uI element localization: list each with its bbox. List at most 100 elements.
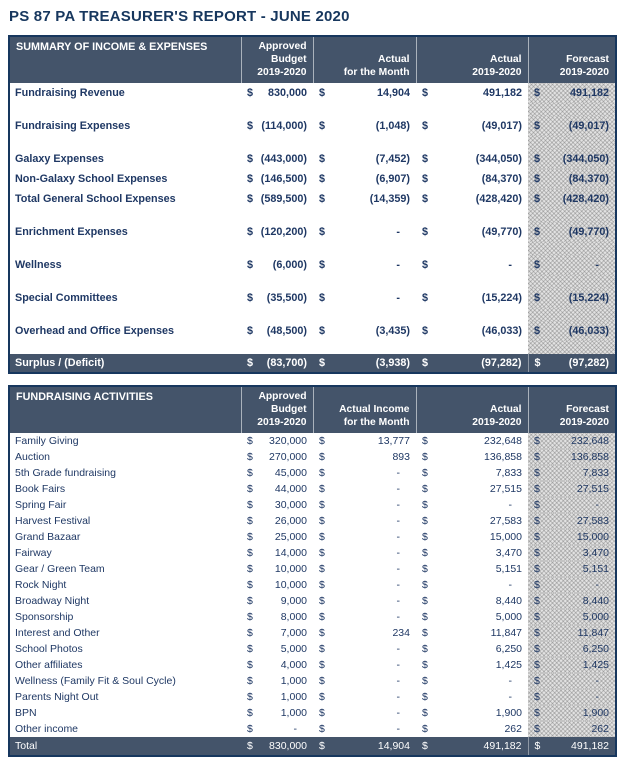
- currency-symbol: $: [319, 595, 325, 607]
- forecast-cell: $15,000: [528, 529, 616, 545]
- currency-symbol: $: [422, 579, 428, 591]
- row-label: Enrichment Expenses: [15, 226, 128, 238]
- cell-value: 491,182: [571, 740, 609, 752]
- cell-value: 13,777: [377, 435, 410, 447]
- table-row: Total General School Expenses $ (589,500) $…: [9, 189, 616, 209]
- value-cell: $ -: [313, 689, 416, 705]
- column-header-line: Actual: [378, 54, 410, 65]
- cell-value: 136,858: [571, 451, 609, 463]
- spacer-row: [9, 136, 616, 149]
- cell-value: (84,370): [481, 173, 522, 185]
- table-row: BPN $1,000 $ - $1,900 $1,900: [9, 705, 616, 721]
- cell-value: -: [396, 691, 401, 703]
- row-label: Rock Night: [15, 579, 67, 591]
- forecast-cell: $ (15,224): [528, 288, 616, 308]
- value-cell: $27,515: [416, 481, 528, 497]
- forecast-spacer: [528, 103, 616, 116]
- column-header-line: Budget: [271, 404, 307, 415]
- currency-symbol: $: [422, 547, 428, 559]
- value-cell: $ -: [313, 497, 416, 513]
- report-table: FUNDRAISING ACTIVITIES Approved Budget 2019…: [8, 385, 617, 757]
- cell-value: (1,048): [375, 120, 410, 132]
- cell-value: (48,500): [266, 325, 307, 337]
- table-title: FUNDRAISING ACTIVITIES: [9, 386, 241, 433]
- currency-symbol: $: [319, 723, 325, 735]
- row-label: Grand Bazaar: [15, 531, 81, 543]
- column-header-line: 2019-2020: [257, 417, 307, 428]
- value-cell: $14,000: [241, 545, 313, 561]
- forecast-cell: $ (97,282): [527, 354, 616, 373]
- table-row: Fundraising Revenue $830,000 $14,904 $491,1…: [9, 83, 616, 103]
- cell-value: 262: [591, 723, 609, 735]
- currency-symbol: $: [422, 627, 428, 639]
- currency-symbol: $: [534, 357, 541, 369]
- currency-symbol: $: [422, 531, 428, 543]
- cell-value: 7,833: [495, 467, 522, 479]
- currency-symbol: $: [247, 691, 253, 703]
- cell-value: 27,583: [489, 515, 522, 527]
- forecast-spacer: [528, 209, 616, 222]
- cell-value: 136,858: [484, 451, 522, 463]
- value-cell: $14,904: [313, 83, 416, 103]
- cell-value: (15,224): [481, 292, 522, 304]
- value-cell: $4,000: [241, 657, 313, 673]
- cell-value: -: [508, 579, 513, 591]
- cell-value: (3,938): [375, 357, 410, 369]
- cell-value: 491,182: [482, 87, 522, 99]
- currency-symbol: $: [319, 675, 325, 687]
- cell-value: (7,452): [375, 153, 410, 165]
- cell-value: (46,033): [481, 325, 522, 337]
- forecast-cell: $491,182: [527, 737, 616, 756]
- cell-value: -: [396, 563, 401, 575]
- value-cell: $ -: [313, 465, 416, 481]
- column-header: Approved Budget 2019-2020: [240, 36, 313, 83]
- currency-symbol: $: [319, 611, 325, 623]
- currency-symbol: $: [319, 292, 326, 304]
- currency-symbol: $: [534, 292, 541, 304]
- value-cell: $26,000: [241, 513, 313, 529]
- value-cell: $ -: [313, 561, 416, 577]
- forecast-cell: $ (344,050): [528, 149, 616, 169]
- currency-symbol: $: [247, 467, 253, 479]
- cell-value: 3,470: [495, 547, 522, 559]
- column-header-line: Budget: [271, 54, 307, 65]
- currency-symbol: $: [422, 87, 429, 99]
- currency-symbol: $: [534, 740, 541, 752]
- cell-value: 491,182: [483, 740, 522, 752]
- cell-value: -: [595, 259, 599, 271]
- cell-value: 14,000: [274, 547, 307, 559]
- value-cell: $ (146,500): [241, 169, 313, 189]
- currency-symbol: $: [534, 435, 540, 447]
- currency-symbol: $: [319, 547, 325, 559]
- currency-symbol: $: [247, 707, 253, 719]
- currency-symbol: $: [247, 499, 253, 511]
- value-cell: $ (15,224): [416, 288, 528, 308]
- currency-symbol: $: [422, 226, 429, 238]
- cell-value: 1,900: [582, 707, 609, 719]
- currency-symbol: $: [534, 611, 540, 623]
- row-label: Non-Galaxy School Expenses: [15, 173, 168, 185]
- row-label: Other affiliates: [15, 659, 83, 671]
- currency-symbol: $: [534, 120, 541, 132]
- currency-symbol: $: [319, 483, 325, 495]
- currency-symbol: $: [319, 707, 325, 719]
- column-header: Actual 2019-2020: [415, 36, 528, 83]
- forecast-cell: $ -: [528, 497, 616, 513]
- currency-symbol: $: [534, 325, 541, 337]
- forecast-spacer: [528, 308, 616, 321]
- currency-symbol: $: [319, 451, 325, 463]
- cell-value: 5,151: [495, 563, 522, 575]
- forecast-spacer: [528, 242, 616, 255]
- cell-value: -: [595, 675, 600, 687]
- table-row: Fundraising Expenses $ (114,000) $ (1,048) $ (…: [9, 116, 616, 136]
- cell-value: (14,359): [369, 193, 410, 205]
- column-header: Actual Income for the Month: [312, 386, 416, 433]
- column-header: Actual 2019-2020: [415, 386, 528, 433]
- forecast-cell: $ -: [528, 673, 616, 689]
- cell-value: (49,770): [481, 226, 522, 238]
- spacer: [9, 136, 528, 149]
- table-row: 5th Grade fundraising $45,000 $ - $7,833 $7,8…: [9, 465, 616, 481]
- forecast-cell: $11,847: [528, 625, 616, 641]
- cell-value: 1,425: [582, 659, 609, 671]
